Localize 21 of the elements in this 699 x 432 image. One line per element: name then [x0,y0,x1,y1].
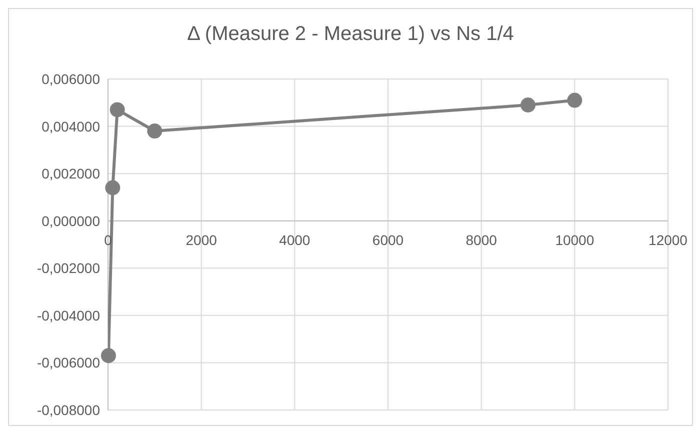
x-tick-label: 12000 [648,232,688,248]
y-tick-label: 0,002000 [42,166,100,182]
point [101,348,116,364]
point [520,98,536,113]
x-tick-label: 8000 [466,232,498,248]
y-tick-label: 0,004000 [42,118,100,134]
y-tick-label: -0,004000 [36,307,100,324]
x-tick-label: 4000 [279,232,310,248]
y-tick-label: 0,006000 [42,70,100,87]
point [105,180,120,196]
x-tick-label: 10000 [555,232,594,248]
point [110,102,125,118]
point [147,124,162,139]
point [567,92,582,108]
chart-title: Δ (Measure 2 - Measure 1) vs Ns 1/4 [186,23,515,46]
x-tick-label: 2000 [186,232,218,248]
y-tick-label: -0,006000 [36,354,100,371]
y-tick-label: -0,002000 [36,260,100,276]
y-tick-label: -0,008000 [36,402,100,418]
x-tick-label: 6000 [372,232,404,248]
y-tick-label: 0,000000 [42,212,100,229]
